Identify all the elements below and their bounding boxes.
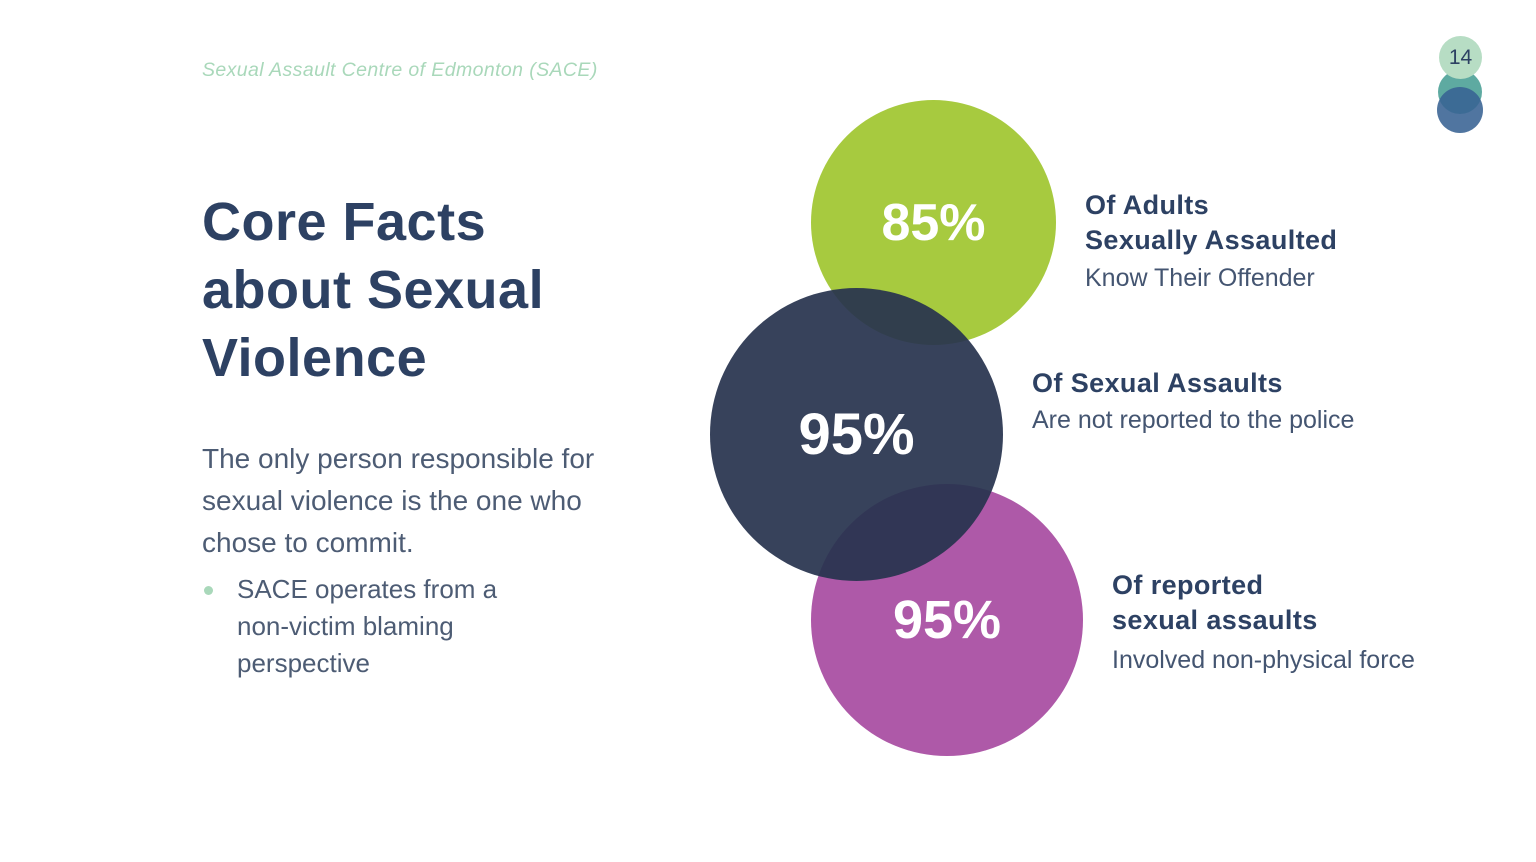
stat-value: 95% <box>892 590 1002 650</box>
stat-heading-line: Of Sexual Assaults <box>1032 368 1283 398</box>
stat-label-reported: Of reported sexual assaults Involved non… <box>1112 568 1415 677</box>
slide-title: Core Facts about Sexual Violence <box>202 188 632 392</box>
stat-heading-line: Of reported <box>1112 570 1264 600</box>
stat-description: Are not reported to the police <box>1032 406 1355 434</box>
stat-heading-line: Sexually Assaulted <box>1085 225 1338 255</box>
organization-name: Sexual Assault Centre of Edmonton (SACE) <box>202 59 598 81</box>
stat-value: 95% <box>798 402 915 467</box>
stat-heading: Of Sexual Assaults <box>1032 366 1354 401</box>
stat-circle-navy-95: 95% <box>710 288 1003 581</box>
badge-circle-green: 14 <box>1439 36 1482 79</box>
stat-heading-line: sexual assaults <box>1112 605 1318 635</box>
title-line: Violence <box>202 328 428 388</box>
bullet-marker <box>204 586 213 595</box>
bullet-text: SACE operates from a non-victim blaming … <box>237 574 498 678</box>
page-number-badge: 14 <box>1430 30 1490 140</box>
stat-heading: Of reported sexual assaults <box>1112 568 1415 638</box>
page-number: 14 <box>1448 45 1473 69</box>
title-line: Core Facts <box>202 192 487 252</box>
bullet-item: SACE operates from a non-victim blaming … <box>202 571 522 682</box>
stat-value: 85% <box>881 193 986 252</box>
stat-heading: Of Adults Sexually Assaulted <box>1085 188 1337 258</box>
stat-heading-line: Of Adults <box>1085 190 1210 220</box>
stat-description: Know Their Offender <box>1085 264 1315 292</box>
title-line: about Sexual <box>202 260 545 320</box>
stat-label-adults: Of Adults Sexually Assaulted Know Their … <box>1085 188 1337 295</box>
lead-paragraph: The only person responsible for sexual v… <box>202 443 595 558</box>
stat-description: Involved non-physical force <box>1112 646 1415 674</box>
badge-circle-blue <box>1437 87 1483 133</box>
stat-label-assaults: Of Sexual Assaults Are not reported to t… <box>1032 366 1354 437</box>
